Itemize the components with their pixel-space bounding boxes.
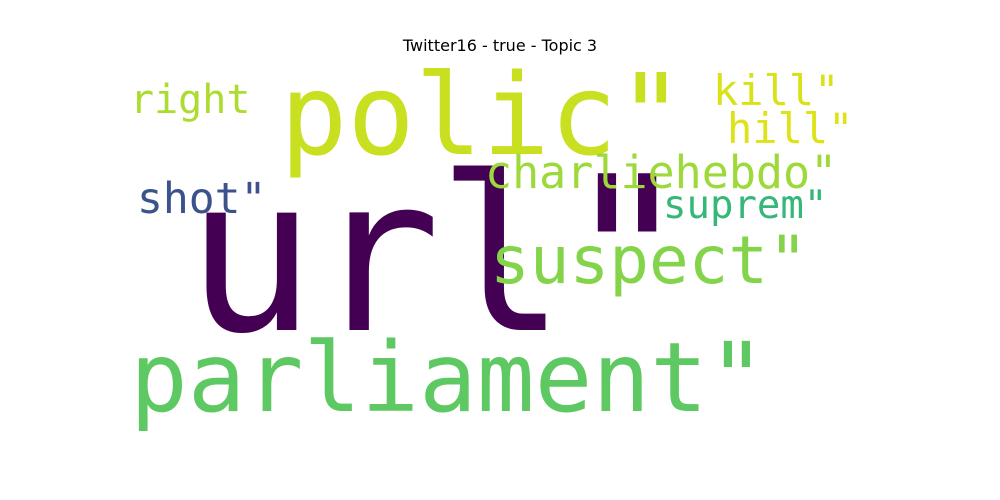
word-suspect: suspect" xyxy=(490,222,808,299)
word-hill: hill" xyxy=(727,104,854,153)
figure-title: Twitter16 - true - Topic 3 xyxy=(402,36,598,55)
word-kill: kill" xyxy=(713,66,840,115)
word-parliament: parliament" xyxy=(130,322,766,434)
word-charliehebdo: charliehebdo" xyxy=(485,146,838,199)
word-shot: shot" xyxy=(137,174,267,224)
word-right: right xyxy=(130,77,251,123)
word-suprem: suprem" xyxy=(663,183,828,228)
word-polic: polic" xyxy=(280,51,685,181)
word-url: url" xyxy=(186,130,692,381)
